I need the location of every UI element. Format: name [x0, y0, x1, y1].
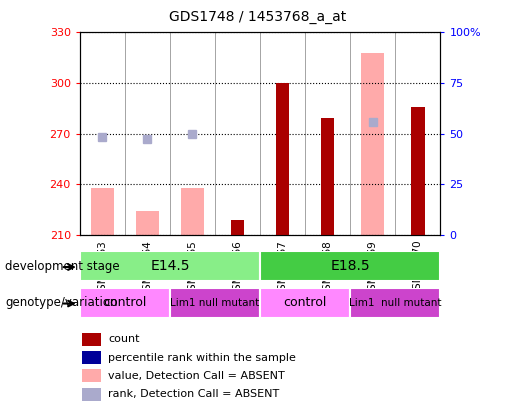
Text: value, Detection Call = ABSENT: value, Detection Call = ABSENT	[108, 371, 285, 381]
Bar	[411, 107, 424, 235]
Bar	[260, 288, 350, 318]
Text: Lim1  null mutant: Lim1 null mutant	[349, 298, 441, 308]
Text: control: control	[283, 296, 327, 309]
Bar	[350, 288, 440, 318]
Bar	[170, 288, 260, 318]
Text: genotype/variation: genotype/variation	[5, 296, 117, 309]
Bar	[231, 220, 244, 235]
Text: rank, Detection Call = ABSENT: rank, Detection Call = ABSENT	[108, 389, 279, 399]
Text: GDS1748 / 1453768_a_at: GDS1748 / 1453768_a_at	[169, 10, 346, 24]
Text: E14.5: E14.5	[150, 259, 190, 273]
Bar	[276, 83, 289, 235]
Bar	[80, 288, 170, 318]
Bar	[136, 211, 159, 235]
Bar	[81, 351, 101, 364]
Bar	[81, 369, 101, 382]
Text: percentile rank within the sample: percentile rank within the sample	[108, 353, 296, 362]
Text: development stage: development stage	[5, 260, 120, 273]
Bar	[81, 388, 101, 401]
Bar	[80, 251, 260, 281]
Text: control: control	[103, 296, 147, 309]
Text: Lim1 null mutant: Lim1 null mutant	[170, 298, 260, 308]
Bar	[260, 251, 440, 281]
Bar	[81, 333, 101, 346]
Bar	[362, 53, 384, 235]
Bar	[321, 119, 334, 235]
Text: count: count	[108, 335, 140, 344]
Bar	[91, 188, 114, 235]
Text: E18.5: E18.5	[331, 259, 370, 273]
Bar	[181, 188, 204, 235]
